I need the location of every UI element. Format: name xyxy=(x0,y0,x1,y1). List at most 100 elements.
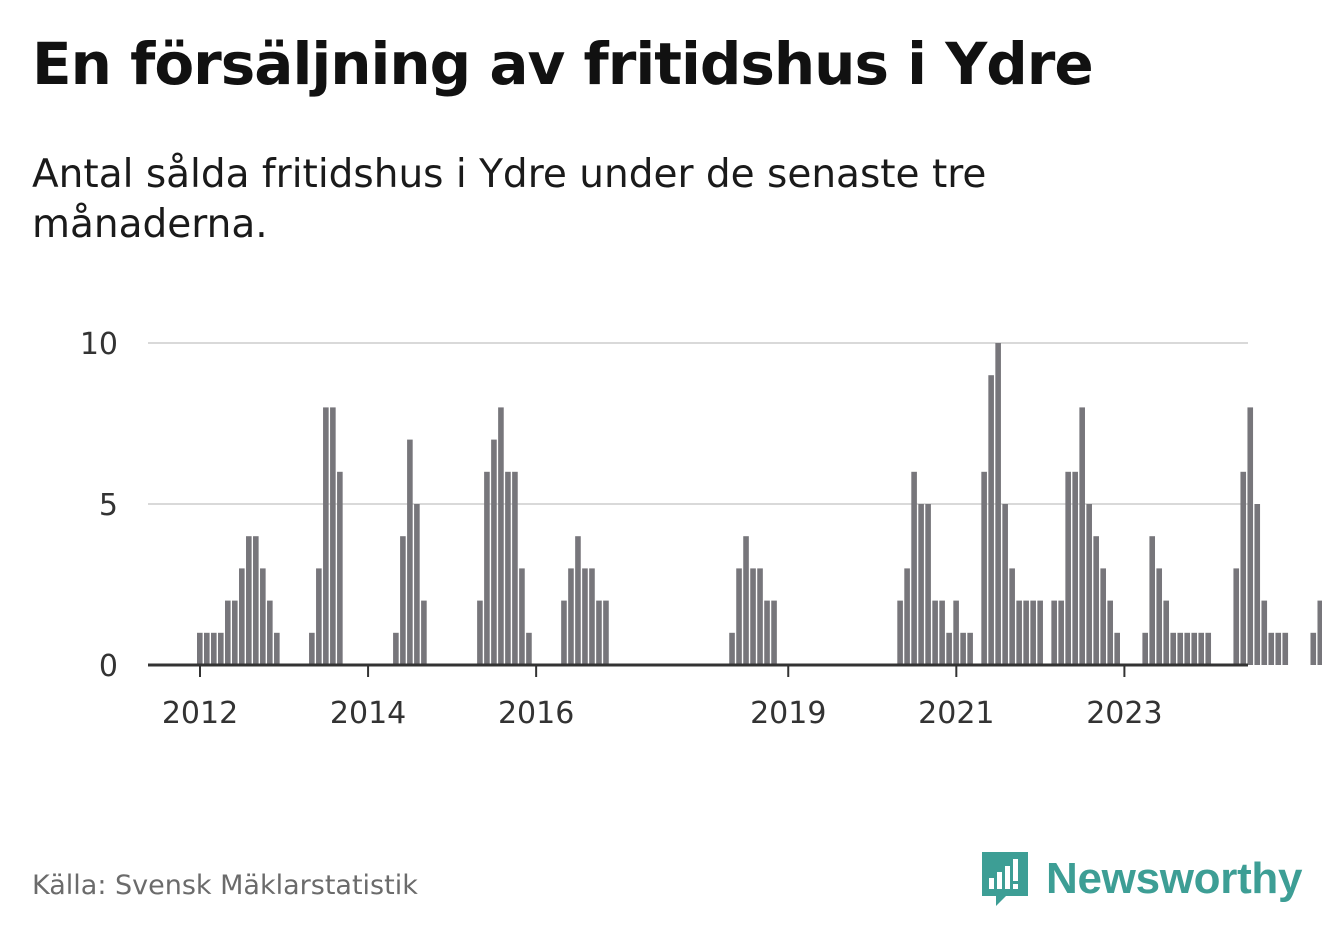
bar xyxy=(337,471,343,665)
bar xyxy=(750,568,756,665)
bar xyxy=(1149,536,1156,665)
bar xyxy=(946,632,952,665)
bar xyxy=(1275,632,1282,665)
bar xyxy=(1065,471,1071,665)
bar xyxy=(568,568,574,665)
bar xyxy=(603,600,609,665)
bar xyxy=(1268,632,1275,665)
bar xyxy=(932,600,938,665)
bar xyxy=(519,568,525,665)
bar xyxy=(1072,471,1078,665)
bar-chart-bubble-icon xyxy=(982,852,1028,906)
bar xyxy=(414,504,420,665)
bar xyxy=(211,632,217,665)
brand-name: Newsworthy xyxy=(1046,854,1303,903)
bar xyxy=(897,600,903,665)
bar xyxy=(960,632,966,665)
bar xyxy=(1009,568,1015,665)
bar-chart: 05102012201420162019202120231 xyxy=(80,327,1322,731)
bar xyxy=(1163,600,1170,665)
bar xyxy=(1317,600,1322,665)
bar xyxy=(1093,536,1099,665)
newsworthy-logo: Newsworthy xyxy=(980,850,1302,908)
bar xyxy=(1205,632,1212,665)
bar xyxy=(274,632,280,665)
bar xyxy=(911,471,917,665)
bar xyxy=(225,600,231,665)
axes xyxy=(148,663,1248,677)
bar xyxy=(1170,632,1177,665)
bar xyxy=(1254,504,1261,665)
bar xyxy=(323,407,329,665)
bar xyxy=(1030,600,1036,665)
bar xyxy=(477,600,483,665)
x-tick-label: 2021 xyxy=(918,696,994,731)
bar xyxy=(218,632,224,665)
bar xyxy=(232,600,238,665)
chart-title: En försäljning av fritidshus i Ydre xyxy=(32,30,1094,98)
bar xyxy=(1100,568,1106,665)
bar xyxy=(771,600,777,665)
bar xyxy=(505,471,511,665)
bar xyxy=(596,600,602,665)
bar xyxy=(925,504,931,665)
bar xyxy=(1023,600,1029,665)
bar xyxy=(1051,600,1057,665)
bar xyxy=(736,568,742,665)
bar xyxy=(1142,632,1148,665)
bar xyxy=(953,600,959,665)
bar xyxy=(1261,600,1268,665)
bar xyxy=(1233,568,1240,665)
bar xyxy=(330,407,336,665)
y-tick-label: 10 xyxy=(80,327,118,362)
bar xyxy=(491,439,497,665)
x-tick-label: 2012 xyxy=(162,696,238,731)
bar xyxy=(1114,632,1120,665)
bar xyxy=(1191,632,1198,665)
bar xyxy=(764,600,770,665)
bar xyxy=(1002,504,1008,665)
bar xyxy=(316,568,322,665)
chart-subtitle: Antal sålda fritidshus i Ydre under de s… xyxy=(32,152,987,247)
bar xyxy=(1240,471,1247,665)
x-tick-label: 2016 xyxy=(498,696,574,731)
bar xyxy=(757,568,763,665)
bar xyxy=(1247,407,1254,665)
bar xyxy=(981,471,987,665)
bar xyxy=(967,632,973,665)
bar xyxy=(939,600,945,665)
y-tick-label: 5 xyxy=(99,488,118,523)
bar xyxy=(918,504,924,665)
bar xyxy=(575,536,581,665)
bar xyxy=(197,632,203,665)
bar xyxy=(743,536,749,665)
bar xyxy=(1058,600,1064,665)
bar xyxy=(582,568,588,665)
bar xyxy=(253,536,259,665)
bar xyxy=(407,439,413,665)
bar xyxy=(484,471,490,665)
bar xyxy=(1016,600,1022,665)
bar xyxy=(729,632,735,665)
bar xyxy=(421,600,427,665)
bar xyxy=(400,536,406,665)
bar xyxy=(1037,600,1043,665)
bar xyxy=(393,632,399,665)
bar xyxy=(1177,632,1184,665)
bar xyxy=(267,600,273,665)
bar xyxy=(260,568,266,665)
bar xyxy=(512,471,518,665)
bar xyxy=(204,632,210,665)
bar xyxy=(561,600,567,665)
bar xyxy=(1107,600,1113,665)
bar xyxy=(589,568,595,665)
source-note: Källa: Svensk Mäklarstatistik xyxy=(32,870,418,901)
x-tick-label: 2023 xyxy=(1086,696,1162,731)
bar xyxy=(1086,504,1092,665)
bar xyxy=(526,632,532,665)
bar xyxy=(1310,632,1317,665)
x-tick-label: 2019 xyxy=(750,696,826,731)
bar xyxy=(1282,632,1289,665)
bar xyxy=(239,568,245,665)
bar xyxy=(1198,632,1205,665)
